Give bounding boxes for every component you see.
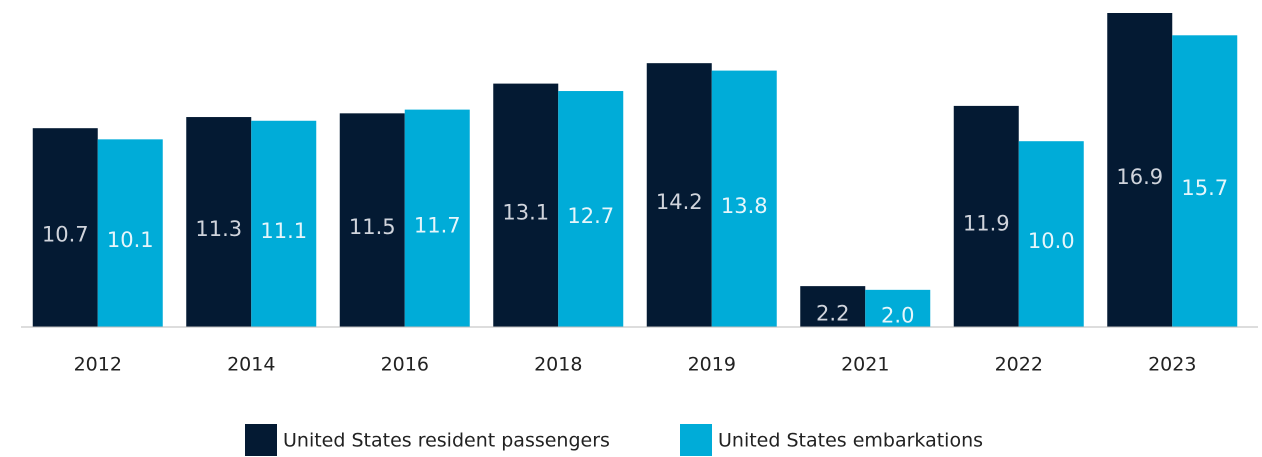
- x-tick-label: 2014: [227, 354, 275, 376]
- value-label: 11.1: [260, 219, 307, 243]
- bar: [558, 91, 624, 328]
- value-label: 10.7: [42, 223, 89, 247]
- value-label: 15.7: [1181, 176, 1228, 200]
- bar: [186, 117, 252, 328]
- bar: [32, 128, 98, 327]
- bar: [339, 113, 405, 327]
- bar: [1172, 35, 1238, 327]
- x-tick-label: 2018: [534, 354, 582, 376]
- bar: [97, 139, 163, 327]
- bar: [1018, 141, 1084, 327]
- value-label: 2.2: [816, 302, 849, 326]
- bar: [493, 83, 559, 328]
- value-label: 13.1: [502, 200, 549, 224]
- legend-label: United States embarkations: [718, 430, 983, 452]
- legend-label: United States resident passengers: [283, 430, 610, 452]
- value-label: 10.0: [1028, 229, 1075, 253]
- bar: [646, 63, 712, 327]
- bar: [1107, 13, 1173, 327]
- bar: [865, 289, 931, 327]
- value-label: 11.9: [963, 211, 1010, 235]
- x-tick-label: 2023: [1148, 354, 1196, 376]
- x-tick-label: 2022: [995, 354, 1043, 376]
- value-label: 11.5: [349, 215, 396, 239]
- value-label: 14.2: [656, 190, 703, 214]
- value-label: 11.3: [195, 217, 242, 241]
- x-tick-label: 2021: [841, 354, 889, 376]
- value-label: 11.7: [414, 213, 461, 237]
- x-tick-label: 2012: [74, 354, 122, 376]
- value-label: 12.7: [567, 204, 614, 228]
- bar: [711, 70, 777, 328]
- legend-swatch: [245, 424, 277, 456]
- legend-swatch: [680, 424, 712, 456]
- bar: [953, 105, 1019, 327]
- bar: [251, 120, 317, 328]
- bar: [404, 109, 470, 327]
- x-tick-label: 2019: [688, 354, 736, 376]
- x-tick-label: 2016: [381, 354, 429, 376]
- value-label: 16.9: [1116, 165, 1163, 189]
- value-label: 2.0: [881, 303, 914, 327]
- value-label: 10.1: [107, 228, 154, 252]
- value-label: 13.8: [721, 194, 768, 218]
- bar: [800, 286, 866, 327]
